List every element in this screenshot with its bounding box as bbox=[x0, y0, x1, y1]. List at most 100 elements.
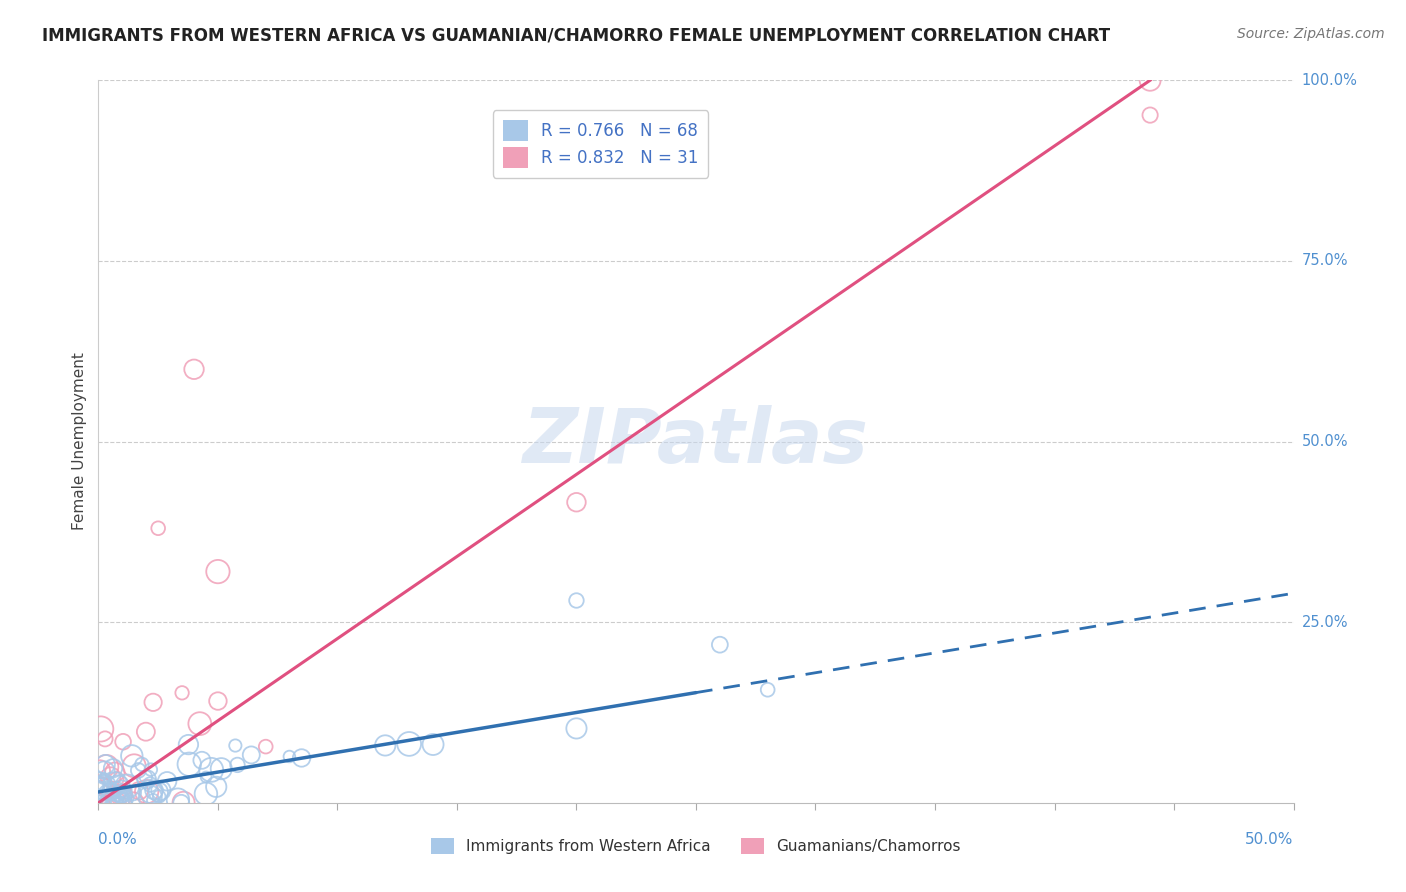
Point bbox=[207, 565, 229, 579]
Point bbox=[170, 796, 193, 810]
Point bbox=[91, 780, 114, 795]
Text: 25.0%: 25.0% bbox=[1302, 615, 1348, 630]
Point bbox=[100, 796, 122, 810]
Point bbox=[114, 789, 136, 803]
Point bbox=[139, 790, 162, 805]
Point bbox=[115, 780, 138, 794]
Point bbox=[122, 786, 145, 800]
Point bbox=[97, 796, 120, 810]
Point bbox=[205, 780, 228, 794]
Point bbox=[128, 783, 150, 797]
Point bbox=[93, 776, 115, 790]
Point bbox=[110, 788, 132, 802]
Point bbox=[422, 738, 444, 752]
Point bbox=[122, 796, 145, 810]
Point bbox=[105, 785, 128, 799]
Point bbox=[89, 775, 111, 789]
Point bbox=[254, 739, 277, 754]
Text: ZIPatlas: ZIPatlas bbox=[523, 405, 869, 478]
Point bbox=[127, 764, 149, 778]
Y-axis label: Female Unemployment: Female Unemployment bbox=[72, 352, 87, 531]
Point bbox=[122, 758, 145, 772]
Point bbox=[89, 796, 111, 810]
Point bbox=[1139, 108, 1161, 122]
Point bbox=[100, 770, 122, 784]
Point bbox=[194, 787, 217, 801]
Point bbox=[105, 796, 128, 810]
Point bbox=[200, 763, 222, 777]
Point bbox=[105, 772, 128, 787]
Legend: Immigrants from Western Africa, Guamanians/Chamorros: Immigrants from Western Africa, Guamania… bbox=[425, 832, 967, 860]
Point bbox=[565, 722, 588, 736]
Point bbox=[139, 763, 162, 777]
Point bbox=[135, 724, 157, 739]
Point bbox=[142, 695, 165, 709]
Point bbox=[135, 770, 157, 784]
Point bbox=[89, 777, 111, 791]
Point bbox=[89, 796, 111, 810]
Point bbox=[156, 774, 179, 789]
Point bbox=[177, 738, 200, 752]
Point bbox=[111, 783, 134, 797]
Point bbox=[135, 772, 157, 787]
Point bbox=[100, 784, 122, 798]
Point bbox=[149, 783, 172, 797]
Point bbox=[148, 789, 170, 804]
Point bbox=[93, 772, 115, 786]
Text: 50.0%: 50.0% bbox=[1302, 434, 1348, 449]
Point bbox=[226, 758, 249, 772]
Point bbox=[148, 521, 170, 535]
Point bbox=[98, 788, 121, 802]
Point bbox=[103, 796, 125, 810]
Point bbox=[565, 495, 588, 509]
Point bbox=[148, 785, 170, 799]
Point bbox=[195, 770, 218, 784]
Point bbox=[135, 784, 157, 798]
Point bbox=[709, 638, 731, 652]
Point bbox=[90, 796, 112, 810]
Point bbox=[89, 786, 111, 800]
Point bbox=[104, 777, 127, 791]
Point bbox=[139, 784, 162, 798]
Point bbox=[93, 779, 115, 793]
Point bbox=[278, 749, 301, 764]
Text: IMMIGRANTS FROM WESTERN AFRICA VS GUAMANIAN/CHAMORRO FEMALE UNEMPLOYMENT CORRELA: IMMIGRANTS FROM WESTERN AFRICA VS GUAMAN… bbox=[42, 27, 1111, 45]
Point bbox=[89, 782, 111, 797]
Point bbox=[108, 796, 131, 810]
Point bbox=[143, 783, 166, 797]
Point bbox=[167, 792, 190, 806]
Point bbox=[398, 737, 420, 751]
Point bbox=[374, 739, 396, 753]
Point bbox=[90, 722, 112, 736]
Point bbox=[209, 762, 232, 776]
Point bbox=[1139, 73, 1161, 87]
Point bbox=[94, 731, 117, 746]
Point bbox=[89, 764, 111, 778]
Point bbox=[112, 735, 135, 749]
Text: 50.0%: 50.0% bbox=[1246, 831, 1294, 847]
Point bbox=[107, 780, 129, 794]
Point bbox=[89, 782, 111, 797]
Point bbox=[110, 788, 132, 802]
Point bbox=[131, 757, 153, 772]
Point bbox=[188, 716, 211, 731]
Point bbox=[101, 761, 124, 775]
Point bbox=[142, 793, 165, 807]
Point bbox=[207, 694, 229, 708]
Point bbox=[756, 682, 779, 697]
Point bbox=[100, 796, 122, 810]
Point bbox=[110, 796, 132, 810]
Text: 100.0%: 100.0% bbox=[1302, 73, 1358, 87]
Point bbox=[96, 760, 118, 774]
Point bbox=[121, 748, 143, 763]
Point bbox=[101, 796, 124, 810]
Point bbox=[173, 796, 195, 810]
Point bbox=[224, 739, 246, 753]
Point bbox=[110, 787, 132, 801]
Point bbox=[94, 757, 117, 772]
Point bbox=[191, 753, 214, 767]
Text: 0.0%: 0.0% bbox=[98, 831, 138, 847]
Point bbox=[93, 764, 115, 779]
Point bbox=[179, 757, 201, 772]
Point bbox=[565, 593, 588, 607]
